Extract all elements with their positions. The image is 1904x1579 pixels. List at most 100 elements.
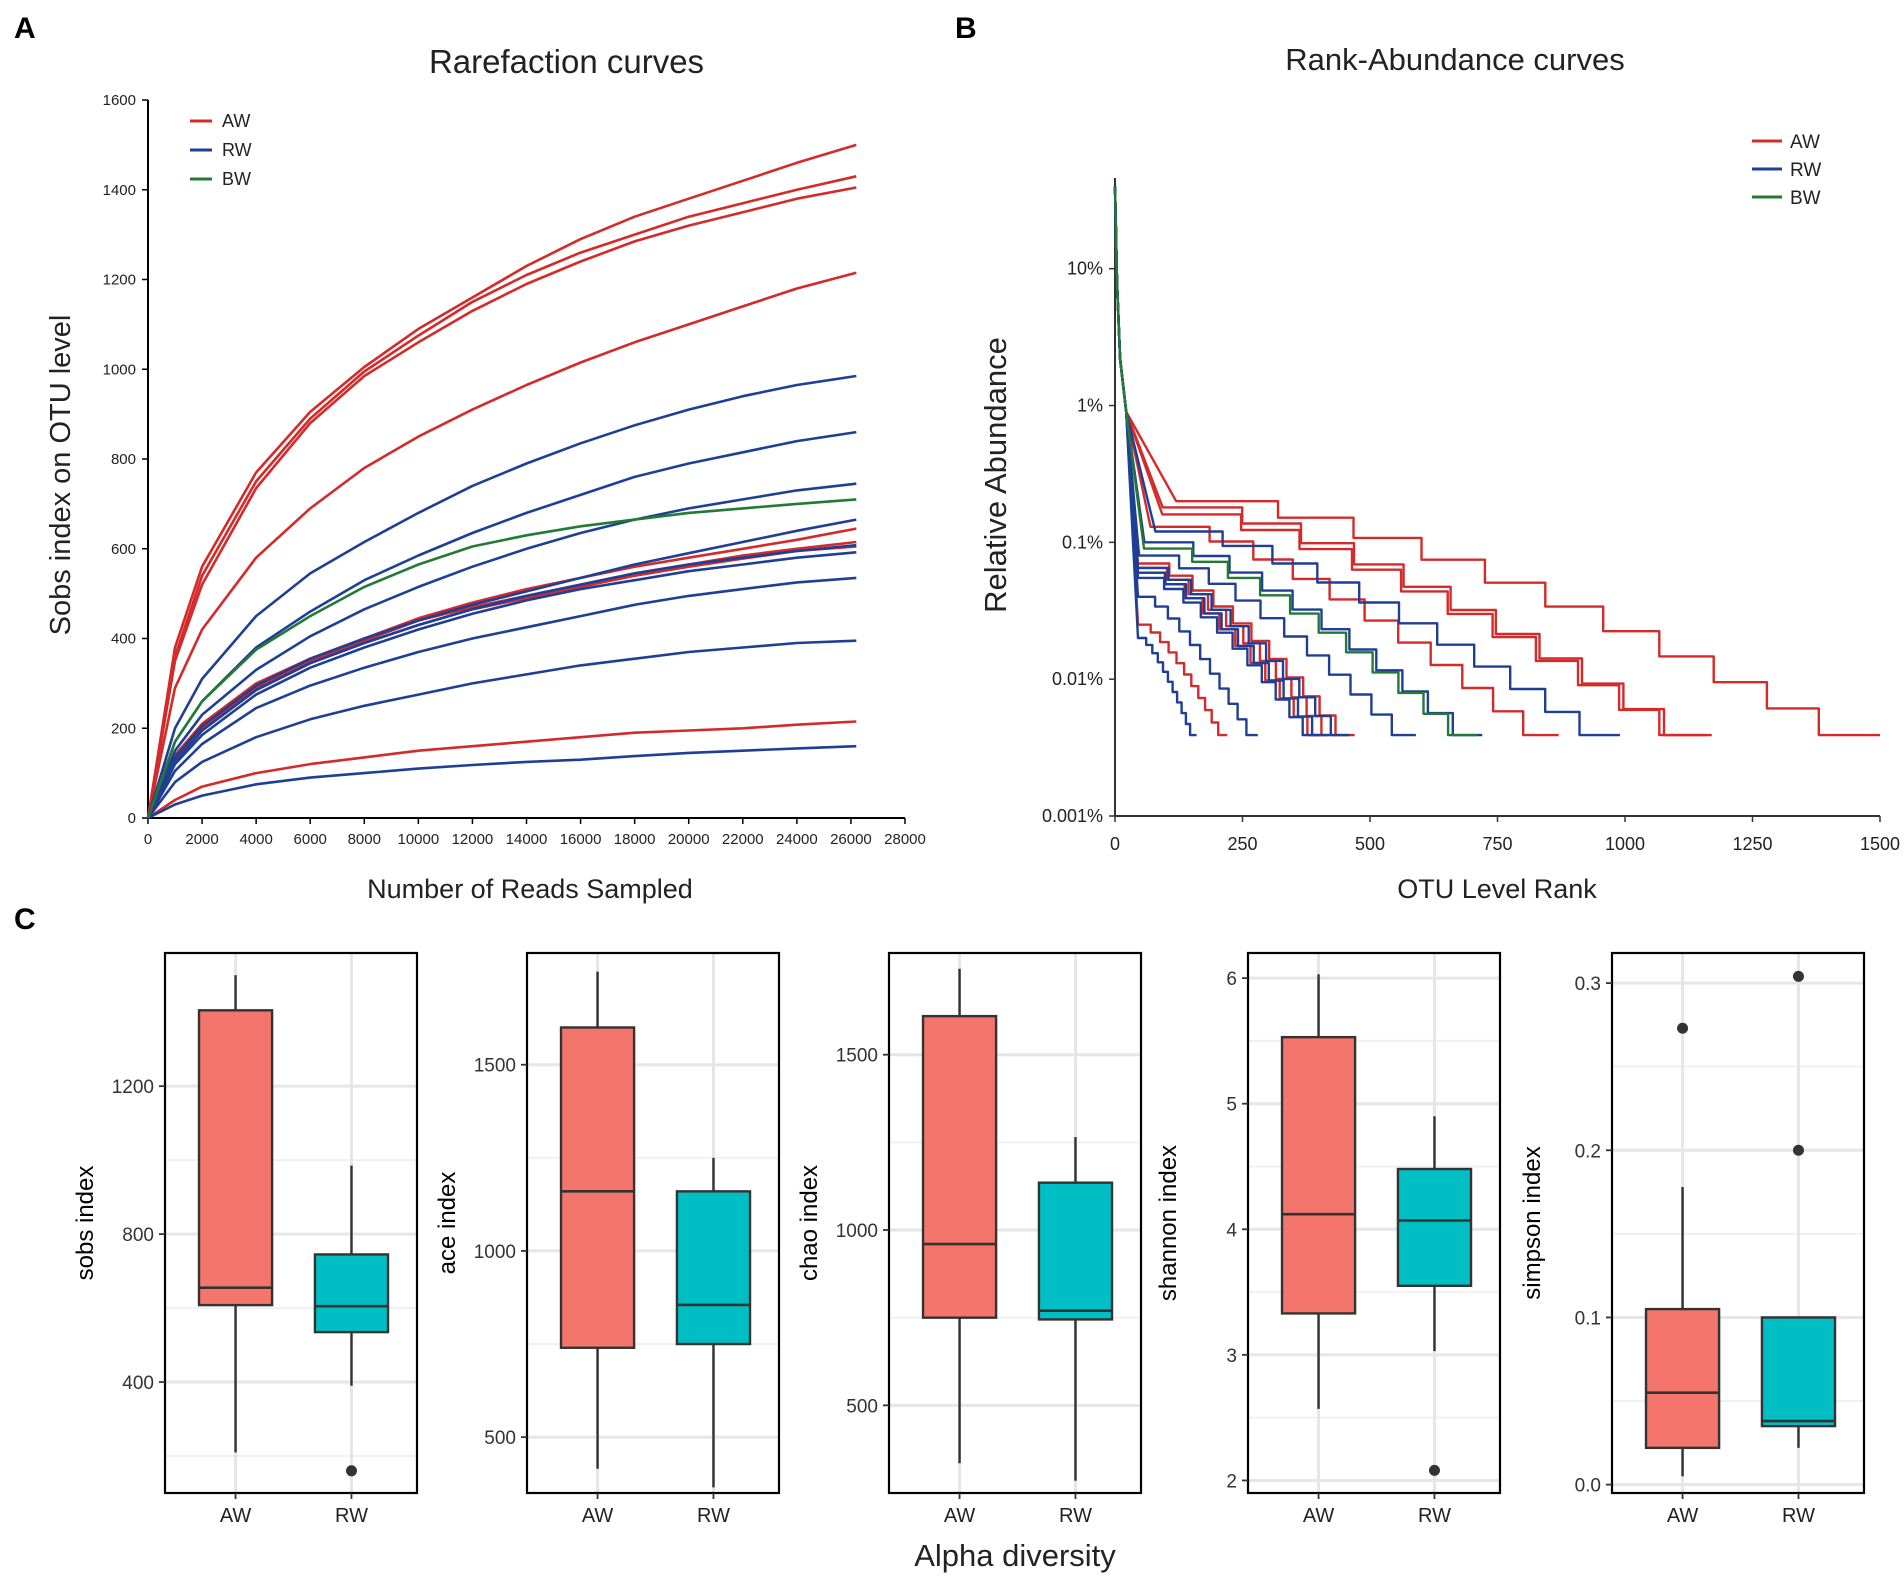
- rarefaction-y-tick-label: 0: [128, 810, 136, 827]
- rank-abundance-y-tick-label: 0.1%: [1062, 532, 1103, 552]
- panel-label-c: C: [14, 903, 36, 936]
- box-plot-y-tick-label: 3: [1226, 1346, 1237, 1367]
- box-plot-x-tick-label: AW: [944, 1505, 976, 1527]
- box-aw: [197, 1009, 274, 1307]
- box-plot-y-tick-label: 500: [846, 1396, 878, 1417]
- box-plot-x-tick-label: AW: [1303, 1505, 1335, 1527]
- rank-abundance-x-tick-label: 1500: [1860, 834, 1900, 854]
- box-aw: [559, 1026, 636, 1349]
- rank-abundance-y-tick-label: 10%: [1067, 259, 1103, 279]
- box-plot-y-tick-label: 6: [1226, 969, 1237, 990]
- rarefaction-series-rw: [147, 744, 857, 820]
- rank-abundance-series-rw: [1113, 186, 1330, 737]
- box-plot-y-axis-label: sobs index: [72, 1166, 99, 1281]
- rank-abundance-x-tick-label: 750: [1482, 834, 1512, 854]
- rarefaction-x-tick-label: 4000: [239, 831, 272, 848]
- rarefaction-y-tick-label: 600: [111, 541, 136, 558]
- rank-abundance-legend-label: AW: [1790, 132, 1820, 153]
- box-outlier-point: [1428, 1464, 1440, 1476]
- box-plot-y-axis-label: simpson index: [1519, 1146, 1546, 1299]
- rarefaction-series-rw: [146, 482, 857, 819]
- rarefaction-series-aw: [146, 271, 857, 819]
- rank-abundance-x-tick-label: 500: [1355, 834, 1385, 854]
- rank-abundance-series-rw: [1113, 186, 1620, 737]
- rank-abundance-legend-label: BW: [1790, 188, 1821, 209]
- box-plot-x-tick-label: AW: [1667, 1505, 1699, 1527]
- rarefaction-x-tick-label: 0: [144, 831, 152, 848]
- rarefaction-legend-label: BW: [222, 169, 251, 189]
- rank-abundance-y-tick-label: 0.01%: [1052, 669, 1103, 689]
- rank-abundance-legend-label: RW: [1790, 160, 1821, 181]
- rarefaction-series-rw: [146, 518, 857, 819]
- box-plot-y-tick-label: 1500: [836, 1046, 878, 1067]
- rank-abundance-series-rw: [1113, 186, 1197, 737]
- box-plot-y-tick-label: 0.2: [1575, 1141, 1601, 1162]
- box-plot-frame: [887, 951, 1143, 1495]
- rarefaction-x-tick-label: 24000: [776, 831, 818, 848]
- box-plot-y-tick-label: 0.3: [1575, 974, 1601, 995]
- rank-abundance-series-aw: [1113, 186, 1880, 737]
- box-aw: [1644, 1307, 1721, 1450]
- rank-abundance-x-tick-label: 1000: [1605, 834, 1645, 854]
- rarefaction-title: Rarefaction curves: [429, 43, 704, 80]
- box-plot-y-tick-label: 1000: [474, 1242, 516, 1263]
- rarefaction-y-tick-label: 1000: [103, 361, 136, 378]
- rank-abundance-y-axis-label: Relative Abundance: [978, 337, 1013, 613]
- box-outlier-point: [1792, 1144, 1804, 1156]
- rank-abundance-series-aw: [1113, 186, 1712, 737]
- rarefaction-x-tick-label: 20000: [668, 831, 710, 848]
- rank-abundance-series-aw: [1113, 186, 1355, 737]
- rarefaction-y-axis-label: Sobs index on OTU level: [45, 315, 77, 636]
- rarefaction-x-tick-label: 6000: [294, 831, 327, 848]
- box-plot-x-tick-label: RW: [1782, 1505, 1815, 1527]
- box-rw: [1396, 1167, 1473, 1287]
- rank-abundance-x-tick-label: 1250: [1732, 834, 1772, 854]
- rarefaction-y-tick-label: 1600: [103, 92, 136, 109]
- rarefaction-series-rw: [146, 374, 857, 819]
- box-outlier-point: [1677, 1022, 1689, 1034]
- rarefaction-series-aw: [146, 175, 857, 819]
- rank-abundance-series-rw: [1113, 186, 1483, 737]
- box-plot-x-tick-label: RW: [1418, 1505, 1451, 1527]
- box-plot-x-tick-label: RW: [1059, 1505, 1092, 1527]
- box-aw: [921, 1014, 998, 1319]
- rarefaction-x-tick-label: 26000: [830, 831, 872, 848]
- rank-abundance-series-aw: [1113, 186, 1340, 737]
- panel-label-a: A: [14, 12, 36, 45]
- box-plot-y-axis-label: ace index: [434, 1172, 461, 1275]
- rank-abundance-series-rw: [1113, 186, 1258, 737]
- box-plot-y-tick-label: 1200: [112, 1077, 154, 1098]
- rarefaction-y-tick-label: 1400: [103, 182, 136, 199]
- rarefaction-x-tick-label: 10000: [397, 831, 439, 848]
- box-plot-frame: [163, 951, 419, 1495]
- rarefaction-legend-label: RW: [222, 140, 252, 160]
- box-outlier-point: [1792, 970, 1804, 982]
- rarefaction-y-tick-label: 1200: [103, 272, 136, 289]
- rank-abundance-x-tick-label: 0: [1110, 834, 1120, 854]
- rank-abundance-series-aw: [1113, 186, 1325, 737]
- box-rw: [1037, 1181, 1114, 1321]
- rarefaction-x-tick-label: 14000: [506, 831, 548, 848]
- box-plot-y-tick-label: 1000: [836, 1221, 878, 1242]
- box-plot-frame: [1246, 951, 1502, 1495]
- box-plot-x-tick-label: AW: [582, 1505, 614, 1527]
- rarefaction-x-tick-label: 16000: [560, 831, 602, 848]
- box-plot-y-axis-label: shannon index: [1155, 1145, 1182, 1301]
- alpha-diversity-x-axis-label: Alpha diversity: [914, 1538, 1116, 1573]
- box-plot-x-tick-label: AW: [220, 1505, 252, 1527]
- box-plot-y-tick-label: 1500: [474, 1056, 516, 1077]
- box-plot-y-tick-label: 500: [484, 1428, 516, 1449]
- rarefaction-series-rw: [146, 576, 857, 819]
- rank-abundance-series-rw: [1113, 186, 1350, 737]
- rarefaction-y-tick-label: 200: [111, 720, 136, 737]
- rarefaction-x-axis-label: Number of Reads Sampled: [367, 874, 693, 904]
- rarefaction-x-tick-label: 8000: [348, 831, 381, 848]
- rarefaction-series-aw: [146, 143, 857, 819]
- box-plot-frame: [1610, 951, 1866, 1495]
- rank-abundance-x-axis-label: OTU Level Rank: [1397, 874, 1597, 904]
- rank-abundance-series-aw: [1113, 186, 1228, 737]
- rank-abundance-series-bw: [1113, 186, 1478, 737]
- rarefaction-series-bw: [146, 498, 857, 819]
- box-plot-y-tick-label: 800: [122, 1225, 154, 1246]
